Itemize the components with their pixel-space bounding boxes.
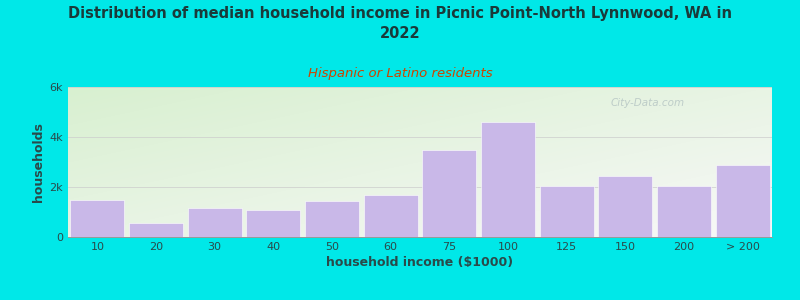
- Bar: [540, 186, 594, 237]
- Bar: [657, 186, 711, 237]
- Text: Distribution of median household income in Picnic Point-North Lynnwood, WA in
20: Distribution of median household income …: [68, 6, 732, 41]
- Bar: [246, 209, 300, 237]
- Bar: [716, 164, 770, 237]
- Bar: [70, 200, 124, 237]
- Y-axis label: households: households: [32, 122, 46, 202]
- Text: City-Data.com: City-Data.com: [610, 98, 684, 107]
- Bar: [422, 149, 476, 237]
- Bar: [129, 223, 183, 237]
- X-axis label: household income ($1000): household income ($1000): [326, 256, 514, 269]
- Bar: [364, 194, 418, 237]
- Bar: [598, 176, 652, 237]
- Text: Hispanic or Latino residents: Hispanic or Latino residents: [308, 68, 492, 80]
- Bar: [188, 208, 242, 237]
- Bar: [481, 122, 535, 237]
- Bar: [305, 201, 359, 237]
